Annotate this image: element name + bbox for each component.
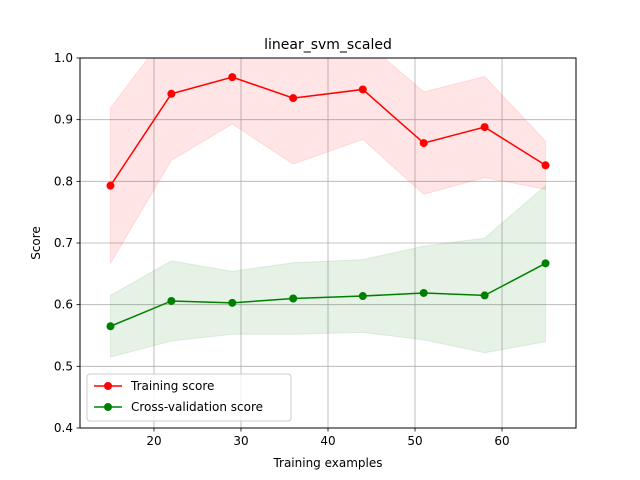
point-cross-validation-score xyxy=(541,259,550,268)
x-tick-label: 20 xyxy=(146,434,161,448)
point-cross-validation-score xyxy=(358,292,367,301)
point-cross-validation-score xyxy=(419,288,428,297)
point-training-score xyxy=(228,73,237,82)
confidence-bands xyxy=(109,58,547,358)
y-tick-label: 0.4 xyxy=(54,421,73,435)
point-cross-validation-score xyxy=(480,291,489,300)
point-training-score xyxy=(167,89,176,98)
y-tick-label: 0.7 xyxy=(54,236,73,250)
chart-title: linear_svm_scaled xyxy=(264,37,392,53)
point-cross-validation-score xyxy=(228,298,237,307)
x-tick-label: 30 xyxy=(233,434,248,448)
line-training-score xyxy=(109,76,546,187)
point-training-score xyxy=(419,139,428,148)
point-cross-validation-score xyxy=(167,296,176,305)
point-cross-validation-score xyxy=(289,294,298,303)
legend-label-training: Training score xyxy=(130,379,214,393)
point-training-score xyxy=(480,123,489,132)
band-cross-validation-score xyxy=(109,184,547,358)
legend-box xyxy=(86,373,292,422)
x-tick-label: 60 xyxy=(494,434,509,448)
y-tick-label: 0.6 xyxy=(54,298,73,312)
legend: Training score Cross-validation score xyxy=(86,373,292,422)
y-axis-ticks: 0.4 0.5 0.6 0.7 0.8 0.9 1.0 xyxy=(54,51,80,435)
point-cross-validation-score xyxy=(106,322,115,331)
legend-label-cross-validation: Cross-validation score xyxy=(131,400,263,414)
legend-marker-cross-validation xyxy=(104,403,112,411)
x-tick-label: 50 xyxy=(407,434,422,448)
y-tick-label: 0.9 xyxy=(54,113,73,127)
band-training-score xyxy=(109,58,547,266)
series-points xyxy=(106,73,550,331)
y-tick-label: 0.8 xyxy=(54,174,73,188)
legend-marker-training xyxy=(104,382,112,390)
point-training-score xyxy=(358,85,367,94)
point-training-score xyxy=(106,181,115,190)
y-tick-label: 1.0 xyxy=(54,51,73,65)
line-cross-validation-score xyxy=(110,262,546,327)
point-training-score xyxy=(289,94,298,103)
point-training-score xyxy=(541,161,550,170)
x-axis-ticks: 20 30 40 50 60 xyxy=(146,428,510,448)
x-axis-label: Training examples xyxy=(272,456,382,470)
y-tick-label: 0.5 xyxy=(54,359,73,373)
series-lines xyxy=(109,76,546,327)
y-axis-label: Score xyxy=(29,226,43,260)
x-tick-label: 40 xyxy=(320,434,335,448)
